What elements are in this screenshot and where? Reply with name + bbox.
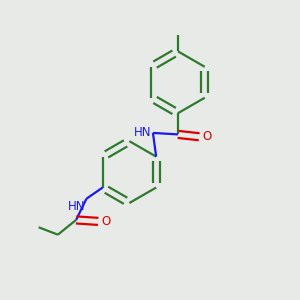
Text: HN: HN <box>134 126 151 139</box>
Text: O: O <box>203 130 212 143</box>
Text: HN: HN <box>68 200 85 213</box>
Text: O: O <box>102 215 111 228</box>
